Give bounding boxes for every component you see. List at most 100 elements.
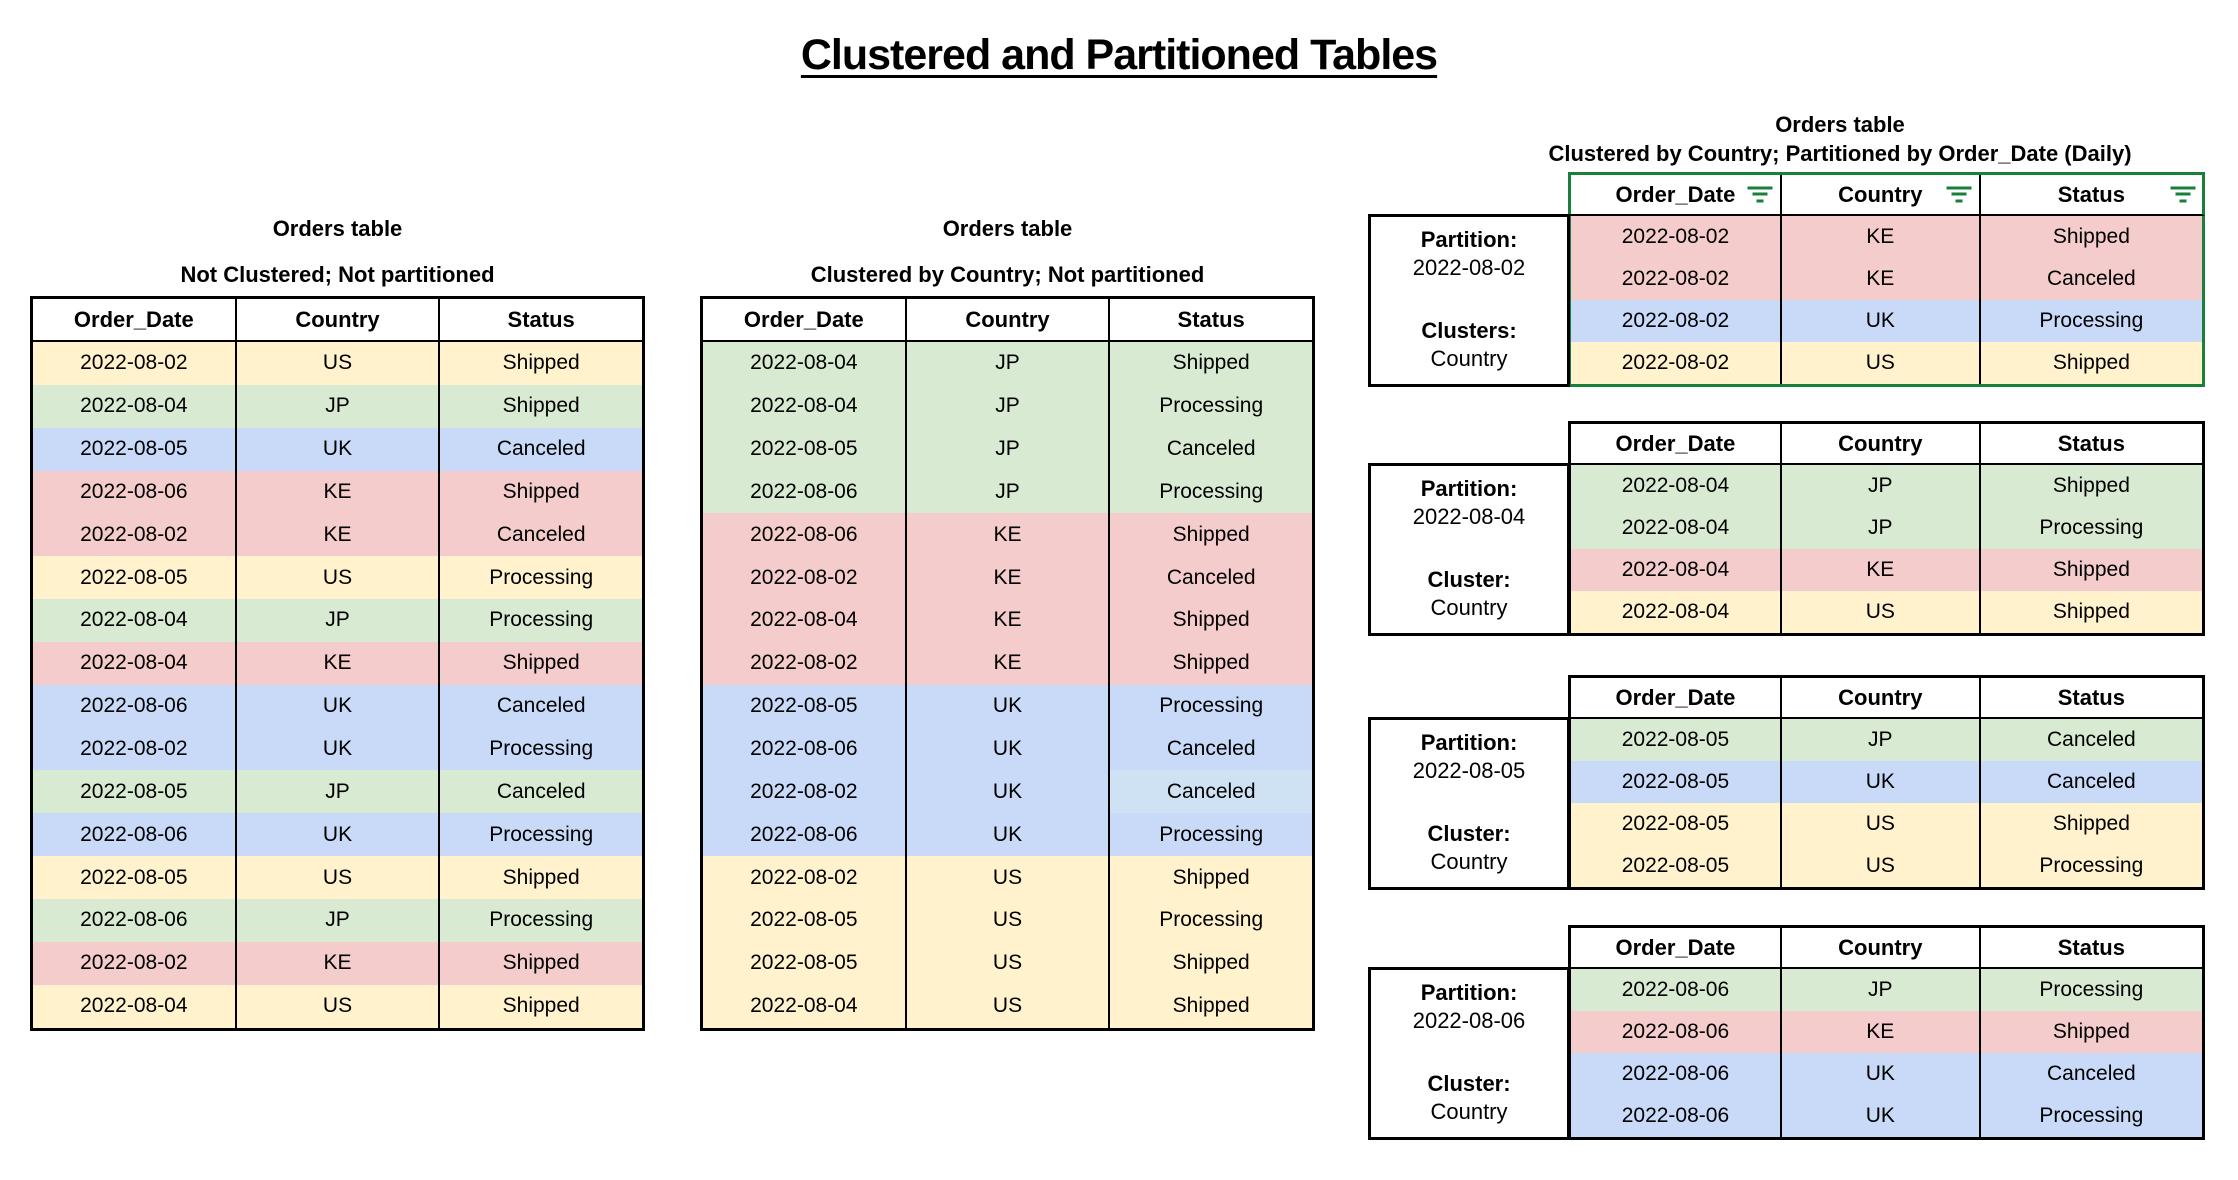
cell-country: US xyxy=(236,856,441,899)
table-row: 2022-08-04 JP Shipped xyxy=(703,342,1313,385)
cell-country: US xyxy=(1781,591,1981,633)
filter-icon[interactable] xyxy=(2170,186,2195,203)
cell-status: Shipped xyxy=(1110,599,1313,642)
cell-status: Processing xyxy=(1110,384,1313,428)
cell-order-date: 2022-08-06 xyxy=(1571,1011,1782,1053)
cell-country: JP xyxy=(906,470,1111,514)
cell-order-date: 2022-08-05 xyxy=(703,898,907,942)
partition-cluster-label: Partition: 2022-08-04 Cluster: Country xyxy=(1368,463,1570,636)
column-header-order-date: Order_Date xyxy=(33,299,237,340)
table-row: 2022-08-02 KE Shipped xyxy=(703,641,1313,685)
column-header-order-date: Order_Date xyxy=(1571,928,1782,967)
cell-order-date: 2022-08-04 xyxy=(1571,591,1782,633)
table-row: 2022-08-04 KE Shipped xyxy=(703,599,1313,642)
cell-order-date: 2022-08-02 xyxy=(1571,216,1782,258)
partition-label: Partition: xyxy=(1420,227,1518,252)
cell-country: KE xyxy=(1781,549,1981,591)
table-row: 2022-08-06 KE Shipped xyxy=(703,513,1313,557)
cell-order-date: 2022-08-05 xyxy=(1571,761,1782,803)
cell-status: Shipped xyxy=(440,384,643,428)
cell-order-date: 2022-08-06 xyxy=(33,684,237,728)
table-body: 2022-08-02 KE Shipped 2022-08-02 KE Canceled 2… xyxy=(1568,216,2205,387)
table-row: 2022-08-05 UK Processing xyxy=(703,684,1313,728)
table-row: 2022-08-02 KE Canceled xyxy=(1571,258,2202,300)
cell-status: Shipped xyxy=(1110,984,1313,1028)
cell-order-date: 2022-08-04 xyxy=(1571,549,1782,591)
cell-order-date: 2022-08-06 xyxy=(1571,1053,1782,1095)
cell-status: Processing xyxy=(1110,684,1313,728)
cell-status: Shipped xyxy=(1110,941,1313,985)
cell-country: KE xyxy=(1781,258,1981,300)
column-header-country: Country xyxy=(1782,424,1981,463)
table-row: 2022-08-02 UK Processing xyxy=(33,727,643,771)
partition-value: 2022-08-05 xyxy=(1412,758,1526,783)
column-header-status: Status xyxy=(1981,175,2202,214)
cell-status: Shipped xyxy=(440,641,643,685)
cell-status: Shipped xyxy=(1110,856,1313,899)
cell-order-date: 2022-08-05 xyxy=(1571,719,1782,761)
cell-country: JP xyxy=(236,384,441,428)
table-row: 2022-08-06 KE Shipped xyxy=(33,470,643,514)
filter-icon[interactable] xyxy=(1946,186,1972,203)
cell-country: US xyxy=(906,898,1111,942)
cell-country: KE xyxy=(906,641,1111,685)
cell-status: Shipped xyxy=(440,984,643,1028)
cell-country: KE xyxy=(1781,216,1981,258)
partition-value: 2022-08-06 xyxy=(1412,1008,1526,1033)
column-header-country: Country xyxy=(1782,678,1981,717)
cell-status: Canceled xyxy=(1110,727,1313,771)
orders-table: Order_Date Country Status 2022-08-02 US Sh… xyxy=(30,296,645,1031)
table-row: 2022-08-06 UK Canceled xyxy=(703,727,1313,771)
cell-status: Canceled xyxy=(440,770,643,814)
cluster-info: Cluster: Country xyxy=(1371,1070,1567,1126)
cell-status: Processing xyxy=(1110,898,1313,942)
cell-order-date: 2022-08-02 xyxy=(1571,258,1782,300)
cell-order-date: 2022-08-04 xyxy=(703,984,907,1028)
cell-status: Processing xyxy=(1110,813,1313,857)
cell-status: Shipped xyxy=(1980,465,2202,507)
table-title: Orders table xyxy=(1775,112,1905,137)
table-title: Orders table xyxy=(272,216,403,241)
cell-status: Canceled xyxy=(440,513,643,557)
column-header-status: Status xyxy=(1177,306,1245,332)
filter-icon[interactable] xyxy=(1747,186,1773,203)
partition-cluster-label: Partition: 2022-08-02 Clusters: Country xyxy=(1368,214,1570,387)
cell-country: JP xyxy=(1781,719,1981,761)
cell-country: US xyxy=(236,984,441,1028)
table-row: 2022-08-05 US Shipped xyxy=(1571,803,2202,845)
partition-value: 2022-08-02 xyxy=(1412,255,1526,280)
cell-status: Canceled xyxy=(1110,770,1313,814)
column-header-status: Status xyxy=(2057,684,2125,710)
cell-country: UK xyxy=(906,727,1111,771)
column-header-status: Status xyxy=(507,306,575,332)
cell-status: Canceled xyxy=(440,427,643,471)
partition-cluster-label: Partition: 2022-08-06 Cluster: Country xyxy=(1368,967,1570,1140)
cell-country: UK xyxy=(236,684,441,728)
cell-status: Shipped xyxy=(1980,803,2202,845)
cell-order-date: 2022-08-04 xyxy=(703,599,907,642)
cell-status: Canceled xyxy=(1980,719,2202,761)
cell-country: KE xyxy=(906,599,1111,642)
cell-country: JP xyxy=(1781,507,1981,549)
column-header-label: Country xyxy=(1838,181,1923,207)
cell-country: US xyxy=(1781,342,1981,384)
partition-table-2022-08-02: Order_Date Country Status 2022-08-02 KE Sh… xyxy=(1368,172,2208,387)
table-row: 2022-08-02 UK Canceled xyxy=(703,770,1313,814)
cell-status: Processing xyxy=(440,727,643,771)
cell-country: JP xyxy=(1781,465,1981,507)
table-row: 2022-08-05 JP Canceled xyxy=(33,770,643,814)
table-row: 2022-08-04 JP Processing xyxy=(33,599,643,642)
cell-status: Canceled xyxy=(1980,761,2202,803)
cell-country: KE xyxy=(1781,1011,1981,1053)
cluster-value: Country xyxy=(1430,849,1508,874)
cell-country: KE xyxy=(906,556,1111,600)
column-header-order-date: Order_Date xyxy=(1571,424,1782,463)
table-body: 2022-08-05 JP Canceled 2022-08-05 UK Canceled… xyxy=(1568,719,2205,890)
column-header-label: Order_Date xyxy=(1615,181,1736,207)
cell-country: US xyxy=(1781,845,1981,887)
cell-order-date: 2022-08-02 xyxy=(703,641,907,685)
cell-country: UK xyxy=(906,684,1111,728)
partitioned-table-title-block: Orders table Clustered by Country; Parti… xyxy=(1448,110,2232,168)
table-clustered-not-partitioned: Orders table Clustered by Country; Not p… xyxy=(700,214,1315,1031)
column-header-country: Country xyxy=(907,299,1111,340)
